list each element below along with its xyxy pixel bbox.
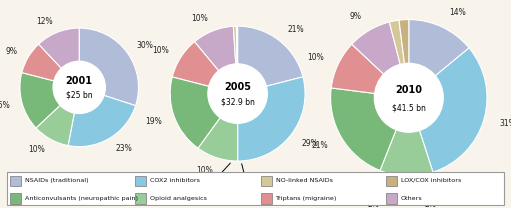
Text: 10%: 10% [28, 145, 45, 154]
Circle shape [375, 63, 443, 132]
Text: 23%: 23% [115, 144, 132, 153]
Text: 9%: 9% [6, 47, 18, 56]
Wedge shape [195, 26, 238, 94]
Text: 10%: 10% [307, 53, 324, 62]
Text: 31%: 31% [499, 119, 511, 129]
Text: 2%: 2% [368, 178, 401, 208]
Text: 21%: 21% [311, 141, 328, 150]
Wedge shape [172, 42, 238, 94]
Wedge shape [389, 20, 409, 98]
Text: 30%: 30% [137, 41, 154, 50]
Bar [261, 193, 271, 204]
Text: 10%: 10% [196, 166, 213, 175]
Text: 0.7%: 0.7% [191, 163, 230, 200]
Wedge shape [36, 87, 79, 146]
Wedge shape [380, 98, 433, 176]
Text: 2%: 2% [415, 178, 436, 208]
Bar [386, 176, 397, 186]
Bar [135, 176, 146, 186]
Text: Anticonvulsants (neuropathic pain): Anticonvulsants (neuropathic pain) [25, 196, 138, 201]
Text: 2010: 2010 [396, 85, 422, 95]
Text: $32.9 bn: $32.9 bn [221, 98, 254, 107]
Text: NSAIDs (traditional): NSAIDs (traditional) [25, 178, 89, 183]
Wedge shape [331, 88, 409, 171]
Wedge shape [238, 26, 303, 94]
Wedge shape [170, 77, 238, 148]
Wedge shape [409, 20, 469, 98]
Wedge shape [352, 22, 409, 98]
FancyBboxPatch shape [7, 172, 504, 204]
Wedge shape [399, 20, 409, 98]
Wedge shape [20, 73, 79, 128]
Text: 19%: 19% [145, 116, 161, 125]
Wedge shape [331, 44, 409, 98]
Text: 0.3%: 0.3% [240, 164, 260, 200]
Wedge shape [39, 28, 79, 87]
Text: Triptans (migraine): Triptans (migraine) [275, 196, 337, 201]
Text: Opioid analgesics: Opioid analgesics [150, 196, 207, 201]
Bar [261, 176, 271, 186]
Text: 11%: 11% [389, 187, 406, 196]
Bar [135, 193, 146, 204]
Bar [10, 193, 21, 204]
Wedge shape [22, 44, 79, 87]
Text: $25 bn: $25 bn [66, 90, 92, 100]
Wedge shape [79, 28, 138, 106]
Text: 16%: 16% [0, 100, 10, 110]
Wedge shape [409, 48, 487, 172]
Wedge shape [234, 26, 238, 94]
Wedge shape [68, 87, 135, 147]
Text: 29%: 29% [301, 139, 318, 148]
Text: 10%: 10% [191, 14, 208, 23]
Text: $41.5 bn: $41.5 bn [392, 103, 426, 113]
Text: NO-linked NSAIDs: NO-linked NSAIDs [275, 178, 333, 183]
Text: 12%: 12% [36, 17, 53, 26]
Text: 2005: 2005 [224, 82, 251, 92]
Bar [10, 176, 21, 186]
Bar [386, 193, 397, 204]
Circle shape [53, 61, 105, 113]
Text: 2001: 2001 [66, 76, 92, 87]
Wedge shape [238, 77, 305, 161]
Wedge shape [237, 26, 238, 94]
Text: 21%: 21% [287, 25, 304, 34]
Text: Others: Others [401, 196, 423, 201]
Wedge shape [198, 94, 238, 161]
Circle shape [208, 64, 267, 123]
Text: 9%: 9% [349, 12, 361, 21]
Text: LOX/COX inhibitors: LOX/COX inhibitors [401, 178, 461, 183]
Text: 14%: 14% [449, 8, 466, 17]
Text: 10%: 10% [152, 46, 169, 55]
Text: COX2 inhibitors: COX2 inhibitors [150, 178, 200, 183]
